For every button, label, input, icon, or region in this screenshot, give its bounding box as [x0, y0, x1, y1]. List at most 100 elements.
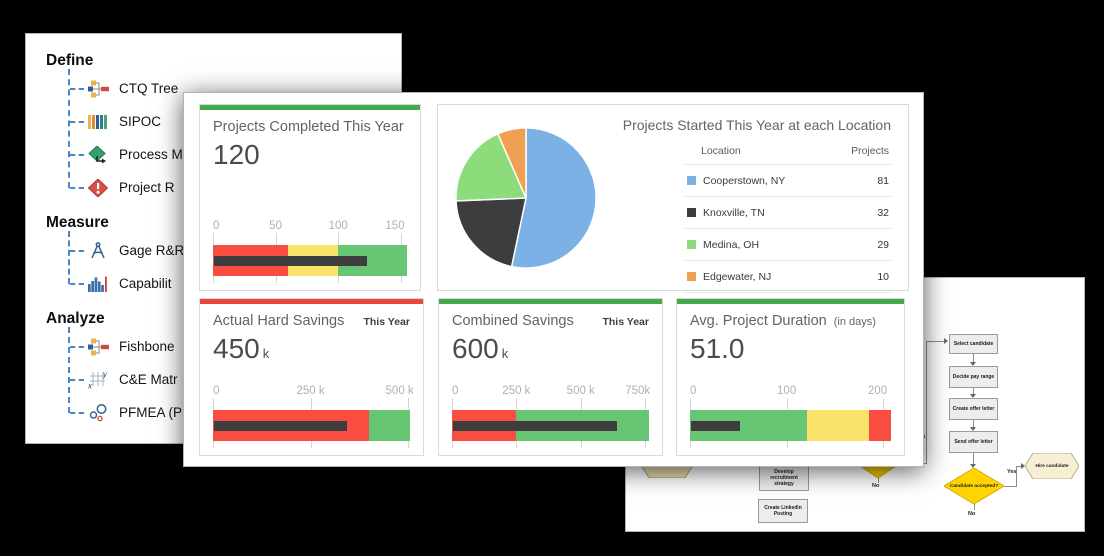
card-title: Combined Savings [452, 313, 574, 329]
legend-swatch-icon [687, 208, 696, 217]
bullet-axis-labels: 0 50 100 150 [213, 220, 407, 234]
flow-arrow-icon [970, 362, 976, 366]
metric-unit: k [501, 346, 509, 361]
tree-item-sipoc[interactable]: SIPOC [26, 105, 401, 138]
bullet-value-bar [453, 420, 617, 431]
flow-decision-label: Candidate accepted? [949, 483, 999, 489]
flow-step-create-posting: Create LinkedIn Posting [758, 499, 808, 523]
tree-item-capability[interactable]: Capabilit [26, 267, 401, 300]
tree-item-ctq-tree[interactable]: CTQ Tree [26, 72, 401, 105]
axis-tick-label: 0 [690, 385, 697, 397]
pie-chart-area [438, 105, 600, 290]
legend-label: Cooperstown, NY [703, 174, 786, 187]
metric: 120 [213, 139, 407, 171]
kpi-card-projects-completed: Projects Completed This Year 120 0 50 100 1… [199, 104, 421, 291]
pie-slice [510, 126, 597, 269]
flow-step-develop-strategy: Develop recruitment strategy [759, 465, 809, 491]
metric-value: 600 [452, 333, 499, 364]
bullet-value-bar [691, 420, 741, 431]
metric-value: 450 [213, 333, 260, 364]
flow-connector [973, 420, 974, 428]
legend-header: Location Projects [685, 145, 891, 164]
tree-item-label: Process M [119, 147, 183, 162]
flow-connector [926, 341, 927, 464]
tree-item-gage-rr[interactable]: Gage R&R [26, 234, 401, 267]
flow-arrow-icon [944, 338, 948, 344]
tree-item-ce-matrix[interactable]: y x C&E Matr [26, 363, 401, 396]
bullet-value-bar [214, 420, 347, 431]
legend-label: Edgewater, NJ [703, 270, 772, 283]
flow-step-create-offer-letter: Create offer letter [949, 398, 998, 420]
flow-arrow-icon [970, 394, 976, 398]
bullet-range-yellow [806, 410, 869, 441]
kpi-card-avg-project-duration: Avg. Project Duration (in days) 51.0 0 10… [676, 298, 905, 456]
pie-slice [455, 132, 527, 202]
legend-value: 81 [877, 174, 889, 187]
bullet-axis-labels: 0 250 k 500 k [213, 385, 414, 399]
pie-slice [497, 126, 527, 199]
pfmea-icon [89, 403, 107, 421]
legend-row: Medina, OH 29 [685, 228, 891, 260]
tree-items-define: CTQ Tree SIPOC Process [26, 69, 401, 204]
metric-value: 120 [213, 139, 260, 170]
axis-tick-label: 0 [213, 385, 220, 397]
flow-yes-label: Yes [1007, 469, 1017, 475]
tree-section-measure: Measure [46, 214, 109, 231]
bullet-value-bar [214, 255, 367, 266]
tree-section-define: Define [46, 52, 94, 69]
axis-tick-label: 100 [777, 385, 797, 397]
tool-tree: Define CTQ Tree SIPOC [26, 34, 401, 429]
tree-item-pfmea[interactable]: PFMEA (P [26, 396, 401, 429]
ctq-tree-icon [88, 80, 109, 97]
legend-header-projects: Projects [851, 145, 889, 157]
pie-legend: Location Projects Cooperstown, NY 81 Knoxv… [685, 145, 891, 293]
tree-item-label: PFMEA (P [119, 405, 183, 420]
pie-card-projects-started: Projects Started This Year at each Locat… [437, 104, 909, 293]
axis-tick-label: 150 [385, 220, 405, 232]
tree-item-project-risk[interactable]: Project R [26, 171, 401, 204]
tree-item-label: Project R [119, 180, 175, 195]
legend-label: Knoxville, TN [703, 206, 765, 219]
flow-connector [1016, 466, 1017, 487]
flow-connector [973, 388, 974, 395]
card-title-suffix: (in days) [833, 316, 876, 328]
bullet-range-red [868, 410, 891, 441]
axis-tick-label: 200 [867, 385, 888, 397]
flow-connector [878, 478, 879, 483]
axis-tick-label: 50 [269, 220, 282, 232]
pie-slice [455, 196, 527, 267]
project-risk-icon [88, 178, 109, 197]
svg-text:x: x [88, 381, 93, 389]
flow-connector [973, 453, 974, 465]
tree-item-label: Gage R&R [119, 243, 185, 258]
legend-value: 29 [877, 238, 889, 251]
pie-chart [455, 126, 597, 269]
flow-connector [1004, 486, 1016, 487]
flow-arrow-icon [970, 464, 976, 468]
tree-item-process-map[interactable]: Process M [26, 138, 401, 171]
card-title: Actual Hard Savings [213, 313, 345, 329]
flow-decision-candidate-accepted: Candidate accepted? [943, 467, 1005, 505]
tree-item-label: Fishbone [119, 339, 175, 354]
tree-item-label: Capabilit [119, 276, 172, 291]
flow-connector [974, 504, 975, 510]
bullet-chart: 0 250 k 500 k 750k [452, 385, 650, 448]
legend-value: 32 [877, 206, 889, 219]
flow-step-send-offer-letter: Send offer letter [949, 431, 998, 453]
capability-icon [88, 276, 107, 292]
flow-connector [1016, 466, 1022, 467]
axis-tick-label: 0 [452, 385, 459, 397]
legend-swatch-icon [687, 272, 696, 281]
dashboard-window[interactable]: Projects Completed This Year 120 0 50 100 1… [183, 92, 924, 467]
axis-tick-label: 500 k [385, 385, 414, 397]
flow-connector [926, 341, 944, 342]
bullet-chart: 0 100 200 [690, 385, 891, 448]
tree-items-measure: Gage R&R Capabilit [26, 231, 401, 300]
flow-terminal-label: Hire candidate [1035, 463, 1069, 469]
tree-item-fishbone[interactable]: Fishbone [26, 330, 401, 363]
card-title: Avg. Project Duration [690, 313, 827, 329]
axis-tick-label: 250 k [502, 385, 531, 397]
tree-item-label: SIPOC [119, 114, 162, 129]
metric-value: 51.0 [690, 333, 745, 364]
tree-section-analyze: Analyze [46, 310, 105, 327]
